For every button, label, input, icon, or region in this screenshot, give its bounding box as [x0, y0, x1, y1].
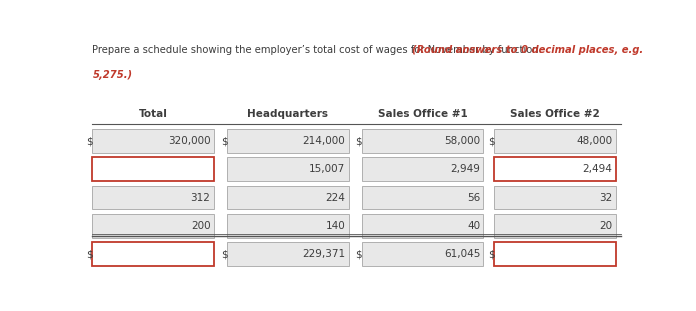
Text: 15,007: 15,007 — [309, 164, 345, 174]
Bar — [227, 242, 349, 266]
Text: Sales Office #2: Sales Office #2 — [510, 109, 600, 119]
Text: 214,000: 214,000 — [303, 136, 345, 146]
Text: $: $ — [221, 136, 228, 146]
Text: 200: 200 — [191, 221, 210, 231]
Bar — [227, 186, 349, 210]
Bar — [494, 157, 615, 181]
Bar — [93, 157, 214, 181]
Bar — [362, 242, 484, 266]
Bar — [227, 129, 349, 153]
Bar — [93, 129, 214, 153]
Bar — [93, 242, 214, 266]
Bar — [93, 186, 214, 210]
Text: 56: 56 — [467, 193, 480, 202]
Bar — [494, 129, 615, 153]
Bar — [494, 242, 615, 266]
Text: 61,045: 61,045 — [444, 249, 480, 259]
Bar — [362, 242, 484, 266]
Bar — [494, 242, 615, 266]
Bar — [227, 157, 349, 181]
Text: $: $ — [488, 136, 494, 146]
Text: $: $ — [86, 249, 93, 259]
Text: 140: 140 — [326, 221, 345, 231]
Bar — [362, 157, 484, 181]
Text: 320,000: 320,000 — [168, 136, 210, 146]
Bar — [362, 186, 484, 210]
Text: $: $ — [221, 249, 228, 259]
Bar — [362, 157, 484, 181]
Text: (Round answers to 0 decimal places, e.g.: (Round answers to 0 decimal places, e.g. — [412, 44, 643, 54]
Bar — [93, 129, 214, 153]
Bar — [93, 214, 214, 238]
Text: $: $ — [356, 249, 362, 259]
Bar — [362, 129, 484, 153]
Text: Total: Total — [139, 109, 168, 119]
Bar — [93, 214, 214, 238]
Bar — [93, 242, 214, 266]
Bar — [93, 157, 214, 181]
Bar — [362, 214, 484, 238]
Text: 20: 20 — [599, 221, 612, 231]
Bar — [93, 186, 214, 210]
Text: 2,949: 2,949 — [450, 164, 480, 174]
Text: Headquarters: Headquarters — [247, 109, 329, 119]
Bar — [494, 214, 615, 238]
Bar — [362, 129, 484, 153]
Text: 5,275.): 5,275.) — [93, 70, 132, 80]
Text: Sales Office #1: Sales Office #1 — [378, 109, 468, 119]
Bar — [227, 214, 349, 238]
Bar — [227, 186, 349, 210]
Text: Prepare a schedule showing the employer’s total cost of wages for November by fu: Prepare a schedule showing the employer’… — [93, 44, 546, 54]
Text: 58,000: 58,000 — [444, 136, 480, 146]
Text: 48,000: 48,000 — [576, 136, 612, 146]
Text: 224: 224 — [326, 193, 345, 202]
Bar — [494, 129, 615, 153]
Bar — [494, 186, 615, 210]
Bar — [227, 129, 349, 153]
Text: 2,494: 2,494 — [583, 164, 612, 174]
Text: 40: 40 — [467, 221, 480, 231]
Text: $: $ — [488, 249, 494, 259]
Bar — [362, 214, 484, 238]
Bar — [494, 157, 615, 181]
Text: $: $ — [356, 136, 362, 146]
Bar — [362, 186, 484, 210]
Bar — [494, 214, 615, 238]
Bar — [227, 157, 349, 181]
Text: $: $ — [86, 136, 93, 146]
Bar — [494, 186, 615, 210]
Text: 312: 312 — [191, 193, 210, 202]
Bar — [227, 214, 349, 238]
Bar — [227, 242, 349, 266]
Text: 32: 32 — [599, 193, 612, 202]
Text: 229,371: 229,371 — [302, 249, 345, 259]
